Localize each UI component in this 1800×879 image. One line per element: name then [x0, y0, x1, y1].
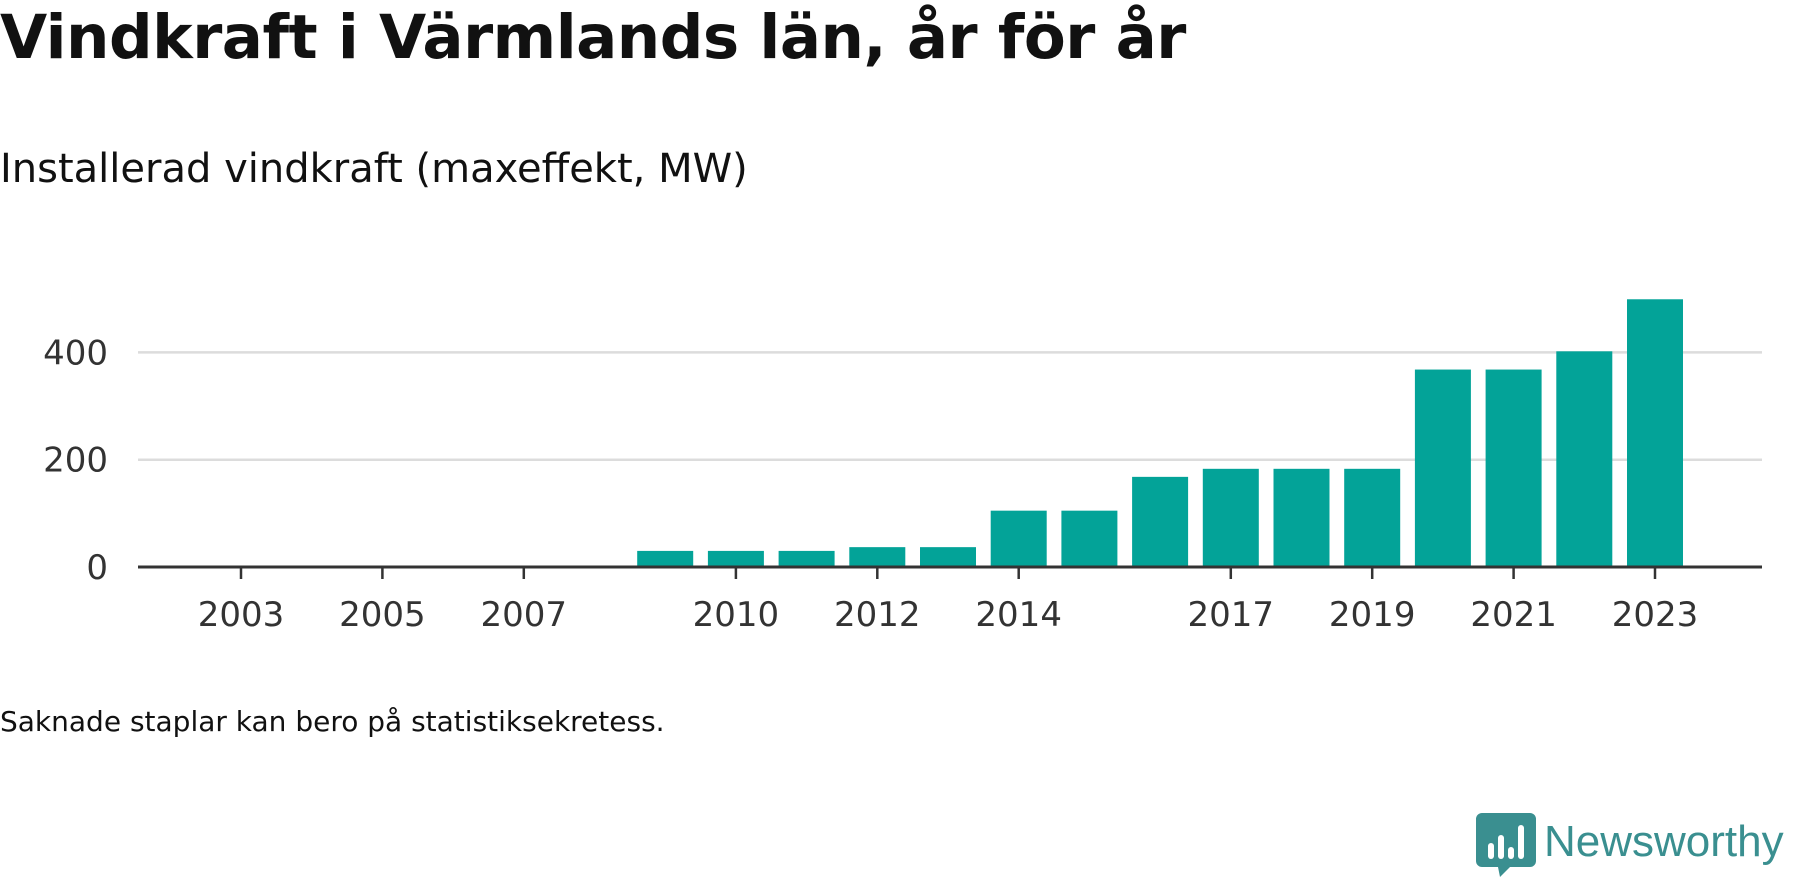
x-tick-label-2021: 2021: [1470, 595, 1557, 635]
y-tick-label-200: 200: [43, 441, 108, 481]
brand-name: Newsworthy: [1544, 817, 1784, 866]
x-tick-label-2003: 2003: [198, 595, 285, 635]
bar-2022: [1556, 351, 1613, 567]
bar-2011: [778, 550, 835, 567]
x-tick-label-2023: 2023: [1612, 595, 1699, 635]
bar-2023: [1627, 299, 1683, 567]
footnote: Saknade staplar kan bero på statistiksek…: [0, 705, 665, 738]
bar-2016: [1132, 476, 1189, 567]
bar-2013: [920, 547, 976, 567]
bar-2021: [1485, 369, 1542, 567]
bar-2009: [637, 550, 694, 567]
x-tick-label-2007: 2007: [481, 595, 568, 635]
bar-2018: [1273, 468, 1330, 567]
bar-2014: [990, 510, 1047, 567]
x-tick-label-2019: 2019: [1329, 595, 1416, 635]
bar-2017: [1202, 468, 1259, 567]
bar-2012: [849, 547, 906, 567]
bar-2010: [707, 550, 764, 567]
bar-2020: [1414, 369, 1471, 567]
y-tick-label-400: 400: [43, 333, 108, 373]
bar-chart-speech-bubble-icon: [1476, 813, 1536, 877]
chart-title: Vindkraft i Värmlands län, år för år: [0, 2, 1186, 73]
bar-chart: 0 200 400 2003 2005 2007 2010 2012 2014 2017 2019 2…: [43, 299, 1762, 635]
bar-2019: [1344, 468, 1401, 567]
x-tick-label-2010: 2010: [693, 595, 780, 635]
x-tick-label-2017: 2017: [1188, 595, 1275, 635]
x-tick-label-2012: 2012: [834, 595, 921, 635]
x-tick-label-2005: 2005: [339, 595, 426, 635]
x-tick-label-2014: 2014: [975, 595, 1062, 635]
bar-2015: [1061, 510, 1118, 567]
chart-subtitle: Installerad vindkraft (maxeffekt, MW): [0, 146, 748, 192]
brand-logo: Newsworthy: [1476, 809, 1796, 879]
y-tick-label-0: 0: [86, 548, 108, 588]
